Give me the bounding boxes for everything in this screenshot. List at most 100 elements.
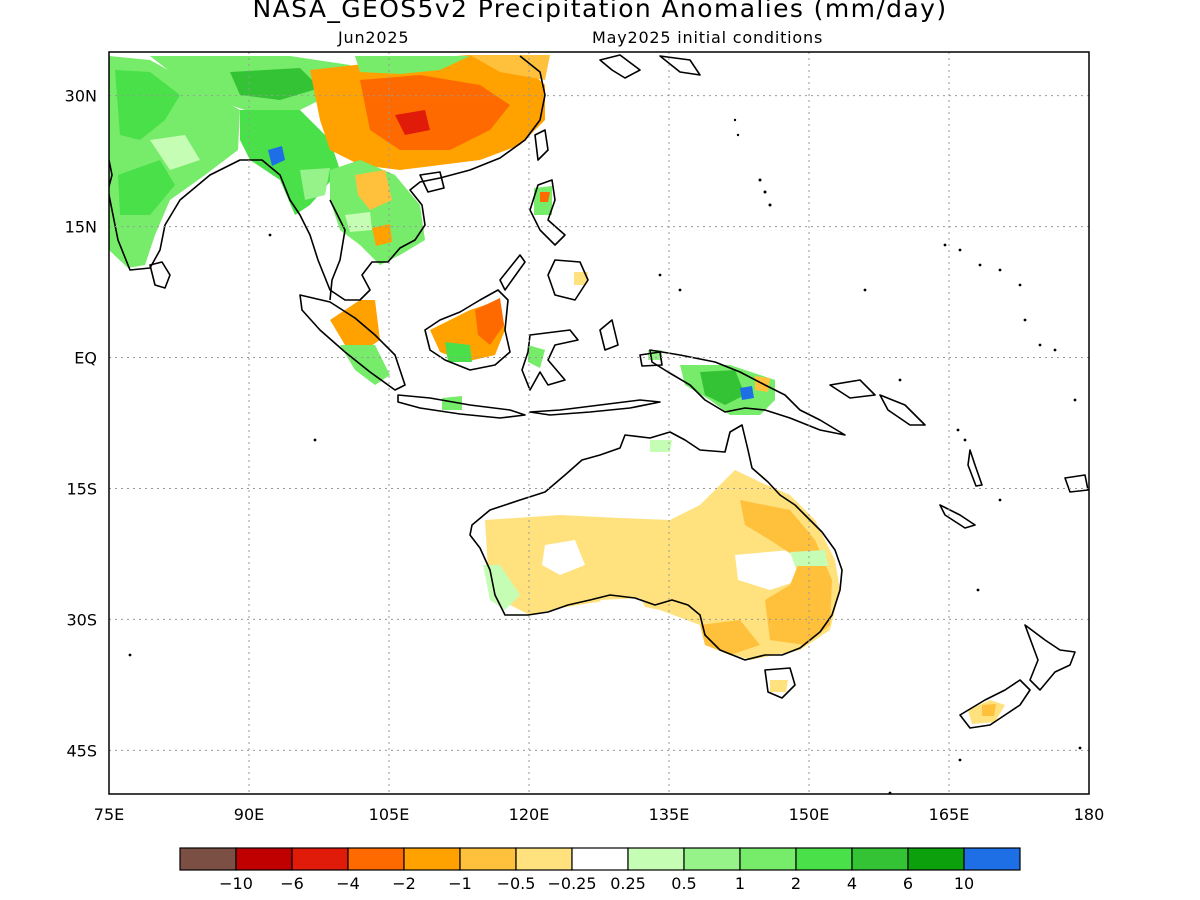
new-zealand-negative-patch [982,704,996,716]
mindanao-coast [547,259,589,301]
colorbar-tick-label: 0.25 [610,874,646,893]
sumatra-negative-anomaly [330,300,380,350]
longitude-tick-label: 180 [1074,805,1105,824]
longitude-tick-label: 135E [649,805,690,824]
latitude-tick-label: 15N [65,218,97,237]
latitude-tick-label: 45S [66,741,97,760]
tasmania-light-negative [770,680,788,692]
australia-coast [469,424,843,661]
colorbar-swatch [683,847,741,871]
colorbar-tick-label: −1 [448,874,472,893]
latitude-tick-label: 30S [66,610,97,629]
sumatra-positive-anomaly [340,345,390,385]
colorbar-tick-label: 6 [903,874,913,893]
longitude-tick-label: 75E [94,805,124,824]
bangladesh-blue-anomaly [268,146,285,166]
colorbar-swatch [739,847,797,871]
longitude-tick-label: 105E [369,805,410,824]
north-china-positive [355,56,470,74]
wa-light-positive [483,565,520,610]
south-china-strong-negative-anomaly [360,75,510,150]
colorbar-swatch [571,847,629,871]
philippines-negative-patch [540,192,550,202]
longitude-tick-label: 90E [234,805,264,824]
nz-north-island-coast [1024,624,1076,691]
sulawesi-positive-patch [528,345,545,368]
forecast-month-label: Jun2025 [338,28,410,47]
colorbar-swatch [795,847,853,871]
australia-white-patch [542,540,585,575]
new-guinea-coast [649,349,846,436]
colorbar-tick-label: 2 [791,874,801,893]
hainan-coast [419,171,445,193]
colorbar-swatch [515,847,573,871]
borneo-positive-patch [445,342,472,362]
colorbar [179,847,1021,871]
sumatra-coast [299,294,406,391]
anomaly-shading-layer [109,55,1005,724]
colorbar-tick-label: −4 [336,874,360,893]
north-china-light-negative [470,55,550,80]
colorbar-tick-label: 1 [735,874,745,893]
new-guinea-strong-positive [700,370,745,405]
new-guinea-blue-anomaly [740,386,754,400]
colorbar-swatch [459,847,517,871]
palawan-coast [499,254,526,291]
colorbar-swatch [907,847,965,871]
java-positive-patch [442,396,462,410]
solomon-islands-coast [879,394,926,426]
taiwan-coast [534,129,549,161]
vanuatu-coast [967,449,983,487]
new-britain-coast [829,379,876,399]
colorbar-swatch [403,847,461,871]
east-australia-negative-anomaly [700,620,760,655]
australia-white-patch [600,598,650,616]
longitude-tick-label: 120E [509,805,550,824]
colorbar-swatch [963,847,1021,871]
chart-title: NASA_GEOS5v2 Precipitation Anomalies (mm… [252,0,948,23]
fiji-coast [1064,474,1089,493]
initial-conditions-label: May2025 initial conditions [592,28,824,47]
colorbar-tick-label: −0.25 [547,874,596,893]
tasmania-coast [764,667,796,699]
coastline-layer [109,54,1089,729]
australia-white-patch [735,550,800,590]
lesser-sunda-coast [529,399,661,416]
indochina-positive-anomaly [330,160,425,265]
colorbar-tick-label: −2 [392,874,416,893]
india-strong-positive-anomaly [118,160,175,215]
sri-lanka-coast [149,261,171,289]
india-light-anomaly [150,135,200,170]
borneo-coast [424,289,511,371]
south-china-strongest-negative-anomaly [395,110,430,135]
colorbar-swatch [179,847,237,871]
myanmar-light-anomaly [300,168,330,200]
latitude-tick-label: EQ [74,349,97,368]
small-islands-layer [128,118,1082,794]
plot-frame [108,51,1090,795]
longitude-tick-label: 150E [789,805,830,824]
latitude-axis: 30N 15N EQ 15S 30S 45S [65,87,97,761]
colorbar-swatch [347,847,405,871]
sulawesi-coast [521,329,579,391]
indochina-negative-patch [355,170,392,210]
east-australia-negative-anomaly [740,500,832,645]
colorbar-tick-label: −0.5 [497,874,536,893]
new-guinea-light-patch [650,440,672,452]
latitude-tick-label: 15S [66,479,97,498]
colorbar-swatch [235,847,293,871]
colorbar-tick-label: 10 [954,874,974,893]
new-caledonia-coast [939,504,976,529]
philippines-light-patch [574,272,588,285]
indochina-coast [329,199,346,301]
colorbar-tick-label: −6 [280,874,304,893]
longitude-axis: 75E 90E 105E 120E 135E 150E 165E 180 [94,805,1105,824]
colorbar-swatch [291,847,349,871]
tibet-strong-positive-anomaly [230,68,320,100]
colorbar-tick-label: −10 [219,874,253,893]
colorbar-tick-label: 4 [847,874,857,893]
asia-coastline [109,55,546,301]
colorbar-labels: −10 −6 −4 −2 −1 −0.5 −0.25 0.25 0.5 1 2 4 6 10 [219,874,974,893]
indochina-negative-patch [372,224,392,246]
